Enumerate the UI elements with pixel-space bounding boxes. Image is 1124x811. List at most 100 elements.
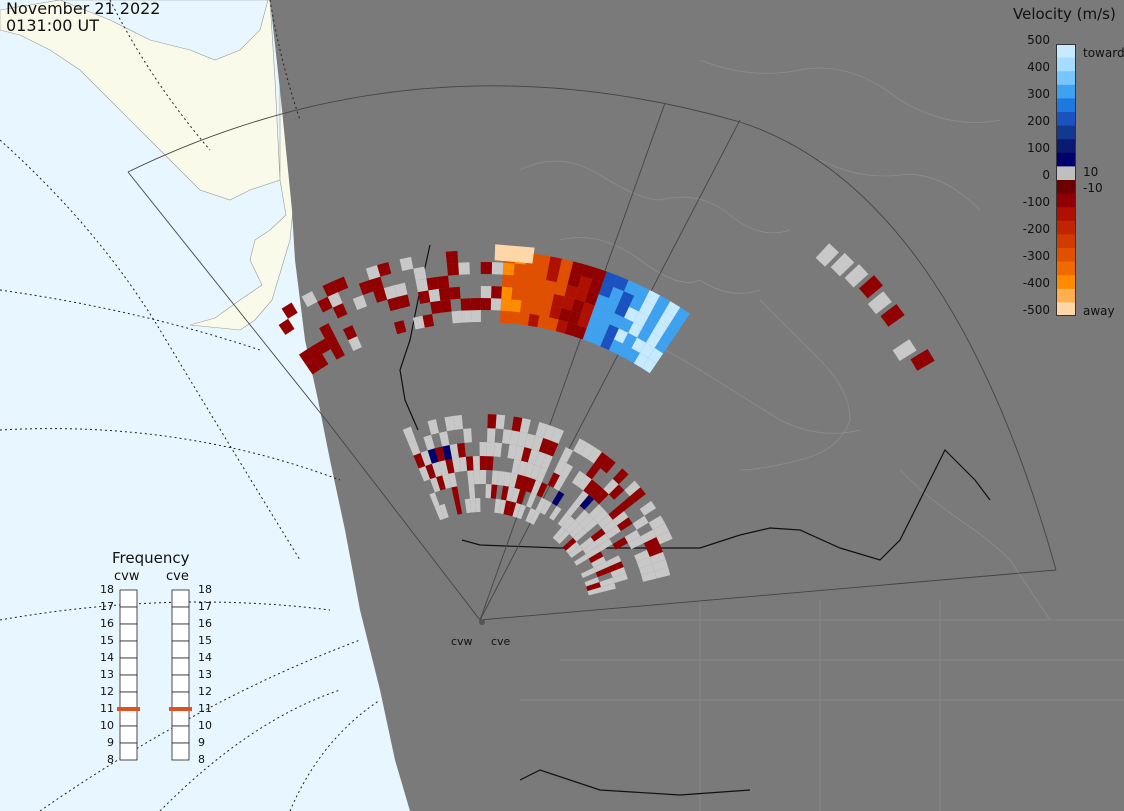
colorbar-tick-label: 400 (1027, 60, 1050, 74)
colorbar-segment (1056, 248, 1076, 263)
frequency-tick-right: 10 (198, 719, 212, 732)
colorbar-segment (1056, 166, 1076, 181)
scatter-cell (623, 306, 639, 323)
scatter-cell (592, 267, 607, 283)
scatter-cell (574, 287, 589, 303)
scatter-cell (453, 414, 464, 430)
scatter-cell (471, 310, 481, 323)
scatter-cell (582, 328, 596, 343)
scatter-cell (520, 300, 532, 314)
scatter-cell (844, 264, 869, 288)
scatter-cell (480, 298, 492, 311)
scatter-cell (417, 290, 431, 304)
colorbar-segment (1056, 139, 1076, 154)
scatter-cell (333, 276, 349, 293)
frequency-tick-left: 10 (100, 719, 114, 732)
frequency-tick-left: 9 (107, 736, 114, 749)
scatter-cell (531, 479, 542, 496)
scatter-cell (605, 525, 621, 539)
scatter-cell (571, 299, 585, 314)
scatter-cell (556, 530, 570, 544)
scatter-cell (541, 291, 555, 306)
scatter-cell (585, 463, 601, 480)
scatter-cell (646, 544, 663, 557)
scatter-cell (480, 262, 493, 275)
scatter-cell (497, 470, 506, 486)
scatter-cell (535, 422, 548, 438)
scatter-cell (554, 282, 568, 297)
scatter-cell (431, 461, 443, 478)
scatter-cell (609, 313, 624, 329)
colorbar-segment (1056, 125, 1076, 140)
scatter-cell (558, 307, 572, 323)
scatter-cell (427, 448, 439, 464)
scatter-cell (486, 442, 495, 457)
scatter-cell (509, 430, 520, 446)
scatter-cell (456, 442, 466, 458)
scatter-cell (632, 515, 649, 530)
frequency-cell (171, 725, 190, 744)
scatter-cell (449, 443, 459, 459)
scatter-cell (652, 523, 669, 537)
scatter-cell (439, 503, 449, 519)
scatter-cell (634, 284, 650, 301)
site-label-cve: cve (491, 635, 511, 648)
scatter-cell (494, 498, 501, 514)
frequency-tick-right: 17 (198, 600, 212, 613)
scatter-cell (430, 477, 441, 493)
scatter-cell (597, 514, 613, 529)
scatter-cell (425, 463, 437, 480)
scatter-cell (458, 456, 468, 472)
scatter-cell (603, 478, 619, 495)
site-label-cvw: cvw (451, 635, 473, 648)
scatter-cell (402, 426, 416, 443)
scatter-cell (512, 502, 522, 518)
scatter-cell (509, 311, 521, 325)
colorbar-segment (1056, 193, 1076, 208)
scatter-cell (531, 289, 544, 304)
scatter-cell (830, 252, 855, 277)
scatter-cell (420, 450, 432, 467)
scatter-cell (548, 305, 562, 320)
radar-scatter (278, 243, 935, 596)
colorbar-segment (1056, 220, 1076, 235)
scatter-cell (301, 291, 318, 308)
scatter-cell (415, 278, 429, 293)
scatter-cell (551, 293, 565, 308)
colorbar-tick-label: 200 (1027, 114, 1050, 128)
scatter-cell (442, 473, 452, 489)
scatter-cell (892, 339, 917, 362)
frequency-tick-left: 8 (107, 753, 114, 766)
scatter-cell (561, 296, 575, 311)
scatter-cell (525, 508, 536, 523)
scatter-cell (553, 475, 567, 491)
scatter-cell (324, 333, 340, 350)
scatter-cell (625, 348, 640, 364)
frequency-cell (119, 623, 138, 642)
scatter-cell (500, 485, 509, 501)
scatter-cell (815, 243, 839, 267)
scatter-cell (412, 315, 425, 330)
scatter-cell (535, 266, 549, 280)
field-of-view (127, 85, 1057, 621)
scatter-cell (538, 437, 551, 454)
scatter-cell (413, 452, 426, 469)
scatter-cell (581, 302, 595, 317)
frequency-indicator (117, 707, 140, 711)
frequency-cell (171, 708, 190, 727)
scatter-cell (487, 414, 497, 429)
frequency-title: Frequency (112, 549, 190, 567)
scatter-cell (622, 332, 638, 349)
scatter-cell (472, 456, 480, 471)
scatter-cell (445, 250, 459, 264)
scatter-cell (587, 447, 602, 464)
scatter-cell (487, 428, 496, 443)
colorbar-tick-label: -100 (1022, 195, 1050, 209)
scatter-cell (393, 320, 407, 335)
scatter-cell (591, 556, 607, 568)
colorbar-threshold-neg: -10 (1083, 181, 1103, 195)
scatter-cell (503, 500, 512, 516)
scatter-cell (567, 272, 582, 288)
scatter-cell (562, 537, 577, 551)
scatter-cell (537, 315, 549, 329)
